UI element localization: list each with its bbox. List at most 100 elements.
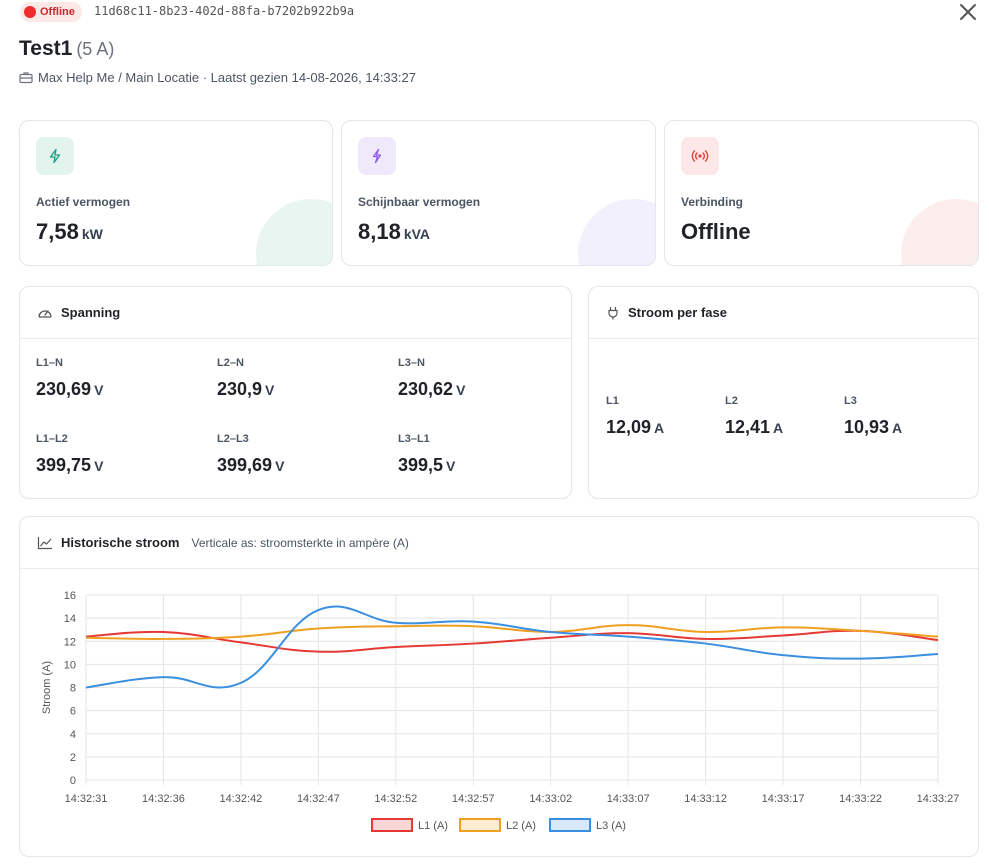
- page-header: Offline 11d68c11-8b23-402d-88fa-b7202b92…: [0, 0, 989, 110]
- stat-unit: kVA: [403, 226, 431, 242]
- current-card-header: Stroom per fase: [589, 287, 978, 339]
- legend-label[interactable]: L1 (A): [418, 820, 448, 832]
- legend-item[interactable]: L1 (A): [371, 818, 448, 832]
- voltage-unit: V: [94, 458, 104, 474]
- close-button[interactable]: [956, 0, 980, 24]
- voltage-item: L3–N 230,62 V: [398, 357, 465, 400]
- x-tick-label: 14:33:17: [762, 793, 805, 805]
- legend-swatch[interactable]: [459, 818, 501, 832]
- voltage-label: L2–L3: [217, 433, 249, 445]
- y-tick-label: 2: [70, 752, 76, 764]
- x-tick-label: 14:33:12: [684, 793, 727, 805]
- current-title: Stroom per fase: [628, 305, 727, 320]
- legend-swatch[interactable]: [549, 818, 591, 832]
- decorative-blob: [256, 199, 332, 265]
- chart-series: [85, 605, 939, 689]
- voltage-unit: V: [94, 382, 104, 398]
- legend-label[interactable]: L3 (A): [596, 820, 626, 832]
- voltage-value: 230,69 V: [36, 379, 103, 400]
- history-hint: Verticale as: stroomsterkte in ampère (A…: [191, 535, 409, 550]
- stat-number: 7,58: [36, 219, 79, 244]
- device-name: Test1: [19, 37, 73, 60]
- current-item: L2 12,41 A: [725, 395, 783, 438]
- x-tick-label: 14:32:31: [65, 793, 108, 805]
- current-unit: A: [892, 420, 903, 436]
- legend-item[interactable]: L2 (A): [459, 818, 536, 832]
- stat-icon-box: [358, 137, 396, 175]
- series-line-1: [85, 629, 939, 653]
- status-dot-icon: [24, 6, 36, 18]
- chart-y-ticks: 0 2 4 6 8 10 12 14 16: [64, 590, 76, 787]
- x-tick-label: 14:33:22: [839, 793, 882, 805]
- stat-icon-box: [681, 137, 719, 175]
- stat-unit: kW: [81, 226, 103, 242]
- device-rating: (5 A): [76, 39, 115, 59]
- legend-item[interactable]: L3 (A): [549, 818, 626, 832]
- voltage-label: L1–L2: [36, 433, 68, 445]
- stat-value: 7,58 kW: [36, 219, 103, 245]
- x-tick-label: 14:33:07: [607, 793, 650, 805]
- voltage-value: 230,9 V: [217, 379, 274, 400]
- chart-grid: [85, 594, 939, 785]
- voltage-unit: V: [446, 458, 456, 474]
- gauge-icon: [38, 309, 52, 318]
- voltage-label: L1–N: [36, 357, 63, 369]
- chart-x-ticks: 14:32:31 14:32:36 14:32:42 14:32:47 14:32:52…: [65, 793, 960, 805]
- current-value: 12,09 A: [606, 417, 664, 438]
- current-number: 10,93: [844, 417, 890, 437]
- current-value: 10,93 A: [844, 417, 902, 438]
- x-tick-label: 14:32:42: [219, 793, 262, 805]
- current-value: 12,41 A: [725, 417, 783, 438]
- voltage-item: L2–N 230,9 V: [217, 357, 274, 400]
- stat-value: 8,18 kVA: [358, 219, 430, 245]
- x-tick-label: 14:33:27: [917, 793, 960, 805]
- stat-label: Schijnbaar vermogen: [358, 195, 481, 209]
- briefcase-icon: [19, 72, 33, 84]
- status-text: Offline: [40, 6, 75, 18]
- series-line-2: [85, 624, 939, 640]
- current-item: L3 10,93 A: [844, 395, 902, 438]
- history-card: Historische stroom Verticale as: strooms…: [19, 516, 979, 857]
- x-tick-label: 14:32:57: [452, 793, 495, 805]
- legend-swatch[interactable]: [371, 818, 413, 832]
- x-tick-label: 14:32:47: [297, 793, 340, 805]
- voltage-value: 399,5 V: [398, 455, 455, 476]
- breadcrumb: Max Help Me / Main Locatie · Laatst gezi…: [19, 70, 416, 85]
- voltage-unit: V: [265, 382, 275, 398]
- history-title: Historische stroom: [61, 535, 180, 550]
- voltage-number: 230,69: [36, 379, 92, 399]
- y-tick-label: 0: [70, 775, 76, 787]
- current-number: 12,09: [606, 417, 652, 437]
- voltage-value: 230,62 V: [398, 379, 465, 400]
- y-tick-label: 16: [64, 590, 76, 602]
- close-icon[interactable]: [956, 0, 980, 24]
- history-card-header: Historische stroom Verticale as: strooms…: [20, 517, 978, 569]
- stat-card-active-power: Actief vermogen 7,58 kW: [19, 120, 333, 266]
- stat-icon-box: [36, 137, 74, 175]
- chart-legend[interactable]: L1 (A) L2 (A) L3 (A): [371, 818, 626, 832]
- current-unit: A: [654, 420, 665, 436]
- stat-value: Offline: [681, 219, 751, 245]
- stat-card-connection: Verbinding Offline: [664, 120, 979, 266]
- x-tick-label: 14:33:02: [529, 793, 572, 805]
- signal-icon: [691, 150, 709, 162]
- x-tick-label: 14:32:36: [142, 793, 185, 805]
- line-chart-icon: [37, 536, 52, 549]
- y-tick-label: 10: [64, 659, 76, 671]
- y-tick-label: 4: [70, 729, 76, 741]
- current-unit: A: [773, 420, 784, 436]
- current-label: L2: [725, 395, 738, 407]
- voltage-label: L3–L1: [398, 433, 430, 445]
- voltage-value: 399,75 V: [36, 455, 103, 476]
- decorative-blob: [578, 199, 655, 265]
- voltage-item: L3–L1 399,5 V: [398, 433, 455, 476]
- page-title: Test1 (5 A): [19, 37, 114, 61]
- current-item: L1 12,09 A: [606, 395, 664, 438]
- legend-label[interactable]: L2 (A): [506, 820, 536, 832]
- voltage-unit: V: [456, 382, 466, 398]
- voltage-number: 399,5: [398, 455, 444, 475]
- decorative-blob: [901, 199, 978, 265]
- voltage-number: 230,62: [398, 379, 454, 399]
- voltage-value: 399,69 V: [217, 455, 284, 476]
